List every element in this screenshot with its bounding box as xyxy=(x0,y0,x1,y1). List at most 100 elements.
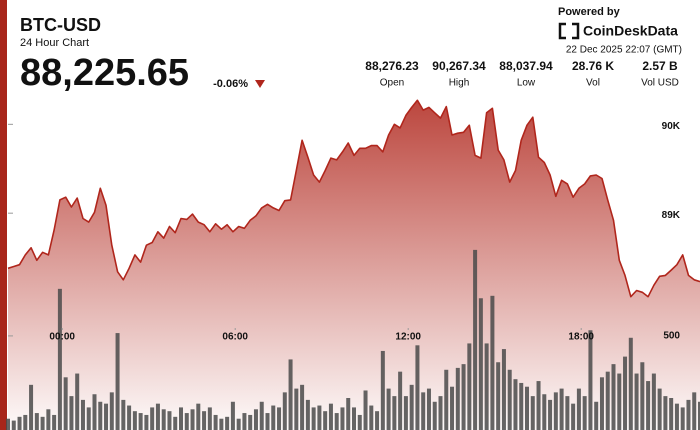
volume-bar xyxy=(132,411,137,430)
accent-bar xyxy=(0,0,7,430)
subtitle: 24 Hour Chart xyxy=(20,37,89,49)
volume-bar xyxy=(213,414,218,430)
y-tick-label: 90K xyxy=(662,121,681,132)
stat-label: Low xyxy=(517,78,536,89)
volume-bar xyxy=(380,350,385,430)
volume-bar xyxy=(80,399,85,430)
volume-bar xyxy=(34,413,39,430)
volume-bar xyxy=(242,413,247,430)
volume-bar xyxy=(75,373,80,430)
volume-bar xyxy=(271,405,276,430)
volume-bar xyxy=(686,399,691,430)
price: 88,225.65 xyxy=(20,52,189,94)
volume-bar xyxy=(565,396,570,430)
stat-value: 88,037.94 xyxy=(499,59,553,73)
volume-bar xyxy=(248,414,253,430)
volume-bar xyxy=(225,416,230,430)
volume-bar xyxy=(57,288,62,430)
volume-bar xyxy=(513,379,518,430)
volume-bar xyxy=(559,388,564,430)
volume-bar xyxy=(461,364,466,430)
stat-value: 28.76 K xyxy=(572,59,614,73)
volume-bar xyxy=(288,359,293,430)
volume-bar xyxy=(121,399,126,430)
volume-bar xyxy=(680,407,685,430)
volume-bar xyxy=(323,411,328,430)
volume-bar xyxy=(92,394,97,430)
volume-bar xyxy=(104,403,109,430)
x-tick-label: 00:00 xyxy=(49,332,75,343)
volume-bar xyxy=(98,401,103,430)
volume-bar xyxy=(259,401,264,430)
volume-bar xyxy=(553,392,558,430)
powered-by: Powered by xyxy=(558,6,621,18)
volume-bar xyxy=(605,371,610,430)
volume-bar xyxy=(617,373,622,430)
volume-bar xyxy=(173,416,178,430)
volume-bar xyxy=(282,392,287,430)
volume-bar xyxy=(571,403,576,430)
volume-bar xyxy=(179,407,183,430)
volume-bar xyxy=(357,414,362,430)
volume-bar xyxy=(490,295,495,430)
volume-bar xyxy=(236,418,241,430)
brand: CoinDeskData xyxy=(583,23,678,39)
change: -0.06% xyxy=(213,78,248,90)
volume-bar xyxy=(588,330,593,430)
volume-bar xyxy=(628,337,633,430)
volume-bar xyxy=(352,407,356,430)
volume-bar xyxy=(426,388,431,430)
volume-bar xyxy=(542,394,547,430)
y2-tick-label: 500 xyxy=(663,331,680,342)
volume-bar xyxy=(86,407,91,430)
volume-bar xyxy=(184,413,189,430)
volume-bar xyxy=(230,401,235,430)
volume-bar xyxy=(363,390,368,430)
x-tick-label: 12:00 xyxy=(395,332,421,343)
volume-bar xyxy=(265,413,270,430)
volume-bar xyxy=(392,396,397,430)
volume-bar xyxy=(421,392,426,430)
volume-bar xyxy=(40,416,45,430)
volume-bar xyxy=(346,398,351,430)
volume-bar xyxy=(623,356,628,430)
price-line xyxy=(7,99,700,298)
volume-bar xyxy=(674,403,679,430)
y-tick-label: 89K xyxy=(662,210,681,221)
volume-bar xyxy=(409,384,414,430)
volume-bar xyxy=(23,414,28,430)
stat-label: Vol USD xyxy=(641,78,679,89)
volume-bar xyxy=(334,413,339,430)
volume-bar xyxy=(155,403,160,430)
volume-bar xyxy=(473,249,478,430)
symbol: BTC-USD xyxy=(20,15,101,35)
volume-bar xyxy=(484,343,489,430)
volume-bar xyxy=(294,388,299,430)
volume-bar xyxy=(599,377,604,430)
volume-bar xyxy=(501,349,506,430)
volume-bar xyxy=(663,396,668,430)
volume-bar xyxy=(450,386,455,430)
volume-bar xyxy=(167,411,172,430)
volume-bar xyxy=(530,396,535,430)
volume-bar xyxy=(29,384,34,430)
volume-bar xyxy=(190,409,195,430)
volume-bar xyxy=(525,386,529,430)
volume-bar xyxy=(386,388,391,430)
down-arrow xyxy=(255,80,265,88)
volume-bar xyxy=(52,414,57,430)
volume-bar xyxy=(669,398,674,430)
volume-bar xyxy=(398,371,403,430)
volume-bar xyxy=(219,418,224,430)
volume-bar xyxy=(207,407,212,430)
volume-bar xyxy=(548,399,553,430)
volume-bar xyxy=(576,388,581,430)
volume-bar xyxy=(277,407,282,430)
volume-bar xyxy=(478,298,483,430)
volume-bar xyxy=(11,420,16,430)
volume-bar xyxy=(115,333,120,430)
volume-bar xyxy=(196,403,201,430)
stat-label: High xyxy=(449,78,470,89)
volume-bar xyxy=(311,407,316,430)
